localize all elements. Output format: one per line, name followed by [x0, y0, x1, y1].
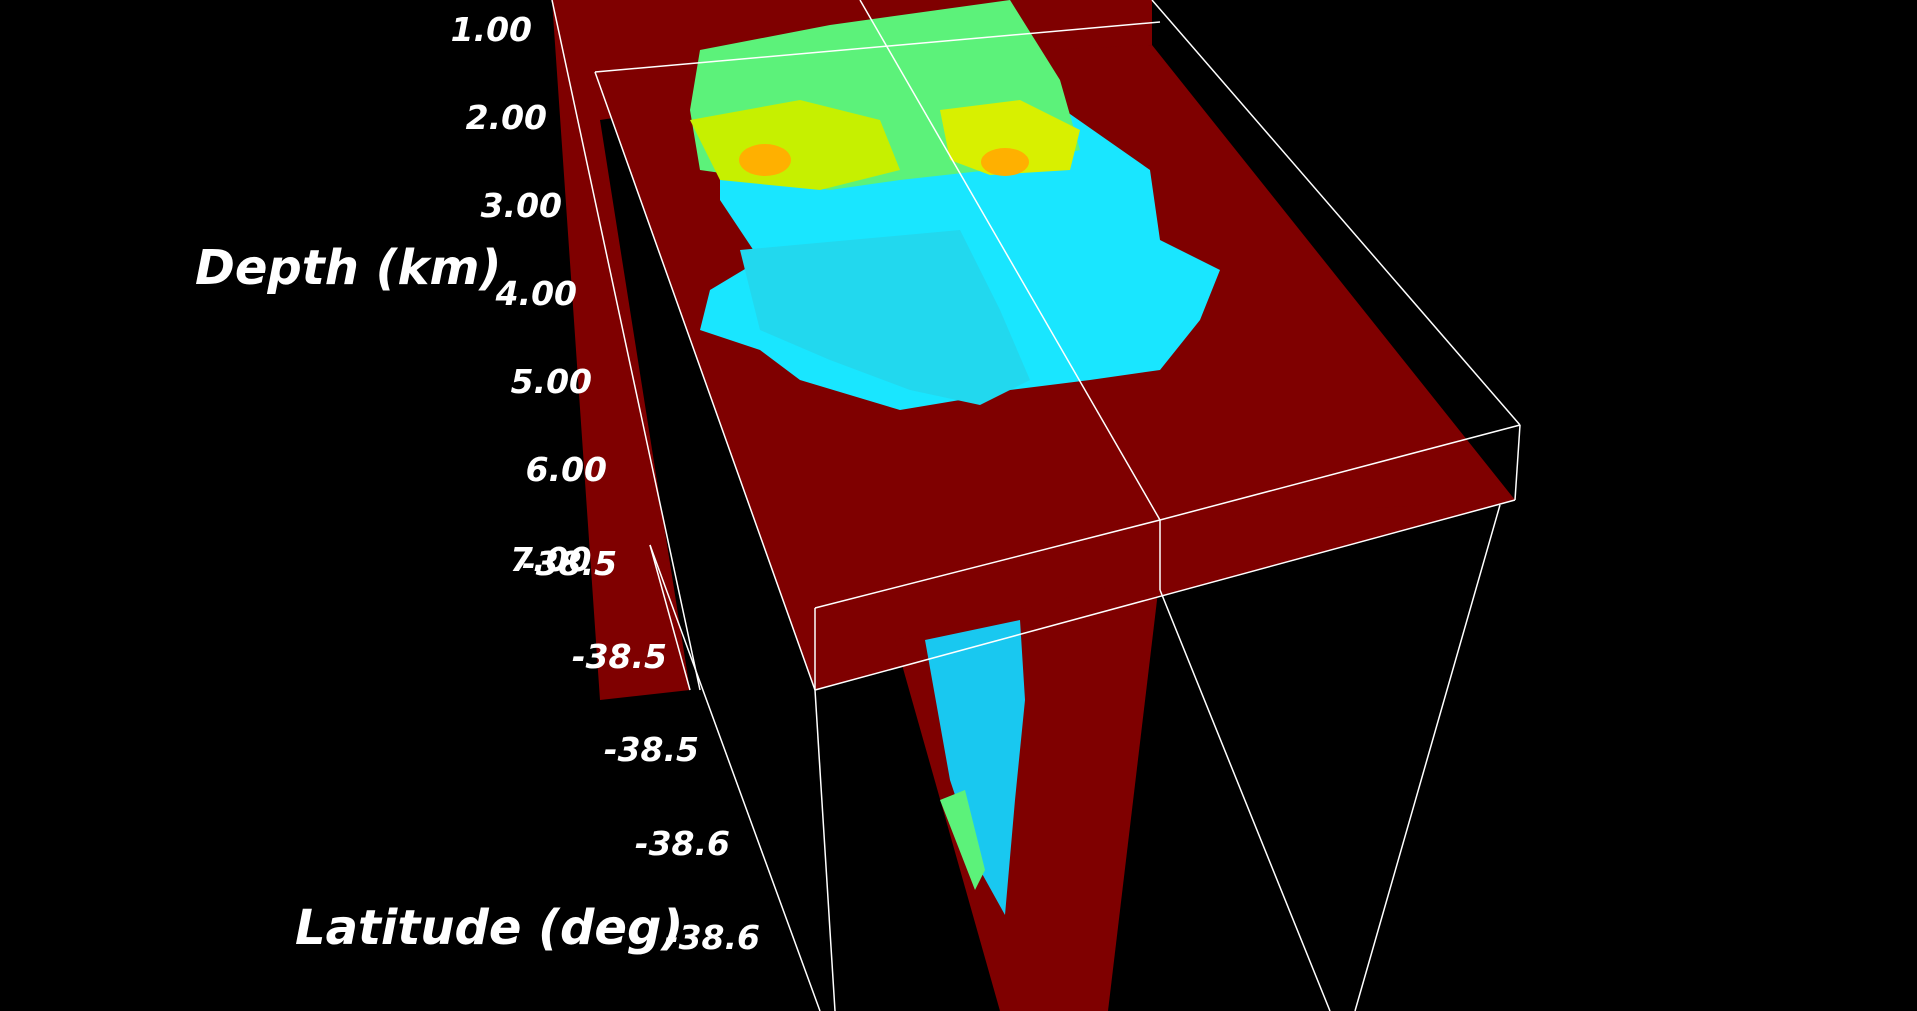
bounding-box [551, 0, 1521, 1011]
depth-tick-label: 2.00 [465, 98, 547, 137]
velocity-anomaly-hotspot-left [739, 144, 791, 176]
latitude-tick-label: -38.5 [571, 637, 667, 676]
velocity-anomaly-lower-slice [925, 620, 1025, 915]
latitude-axis-title: Latitude (deg) [295, 900, 684, 956]
latitude-tick-label: -38.5 [603, 730, 699, 769]
latitude-tick-label: -38.6 [664, 918, 760, 957]
velocity-anomaly-lower-slice-green [940, 790, 985, 890]
depth-tick-label: 5.00 [510, 362, 592, 401]
depth-tick-label: 4.00 [495, 274, 577, 313]
depth-axis-title: Depth (km) [195, 240, 502, 296]
velocity-anomaly-cyan-lower [740, 230, 1030, 405]
velocity-anomaly-yellow-right [940, 100, 1080, 175]
latitude-tick-label: -38.6 [634, 824, 730, 863]
depth-tick-label: 3.00 [480, 186, 562, 225]
depth-tick-label: 1.00 [450, 10, 532, 49]
velocity-anomaly-hotspot-right [981, 148, 1029, 176]
depth-tick-label: 7.00 [510, 540, 592, 579]
depth-tick-label: 6.00 [525, 450, 607, 489]
latitude-tick-label: -38.5 [522, 544, 618, 583]
